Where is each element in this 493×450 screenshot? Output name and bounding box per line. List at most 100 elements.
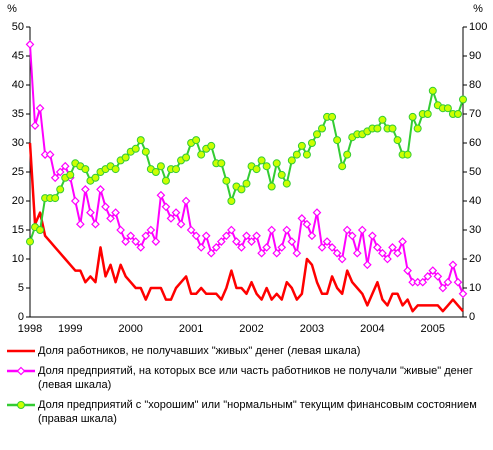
data-point <box>388 243 397 252</box>
data-point <box>66 170 75 179</box>
legend-entry: Доля работников, не получавших "живых" д… <box>4 344 488 358</box>
data-point <box>317 243 327 252</box>
data-point <box>161 202 171 212</box>
data-point <box>76 219 85 229</box>
y-tick-label: 30 <box>12 137 24 149</box>
data-point <box>408 112 417 121</box>
data-point <box>287 156 296 165</box>
legend-swatch <box>7 366 35 376</box>
data-point <box>136 243 146 252</box>
data-point <box>428 86 437 95</box>
data-point <box>191 231 201 241</box>
data-point <box>91 219 100 229</box>
data-point <box>262 162 271 171</box>
data-point <box>51 194 60 203</box>
data-point <box>292 150 301 159</box>
data-point <box>413 124 422 133</box>
data-point <box>272 159 281 168</box>
legend-label: Доля предприятий, на которых все или час… <box>38 365 473 391</box>
y-tick-label: 15 <box>12 224 24 236</box>
data-point <box>206 248 216 258</box>
data-point <box>362 260 372 270</box>
data-point <box>252 165 261 174</box>
y2-tick-label: 30 <box>469 224 481 236</box>
series-line <box>28 142 464 313</box>
data-point <box>101 202 110 212</box>
plot: % % 0 5 10 15 20 25 30 35 40 45 50 0 10 20 30 40 50 60 70 8… <box>7 3 487 335</box>
data-point <box>166 214 176 223</box>
data-point <box>287 237 297 246</box>
data-point <box>151 168 160 176</box>
legend-marker <box>16 366 26 376</box>
data-point <box>403 150 412 159</box>
x-tick-label: 1998 <box>18 323 42 335</box>
y-tick-label: 0 <box>18 311 24 323</box>
data-point <box>136 136 145 145</box>
data-point <box>337 254 347 264</box>
data-point <box>156 190 166 200</box>
legend-entry: Доля предприятий с "хорошим" или "нормал… <box>4 398 488 426</box>
data-point <box>222 176 231 185</box>
data-point <box>333 136 342 145</box>
data-point <box>197 150 206 159</box>
series-line <box>29 89 464 242</box>
data-point <box>151 237 161 246</box>
data-point <box>227 197 236 205</box>
data-point <box>207 141 216 150</box>
x-tick-label: 1999 <box>58 323 82 335</box>
data-point <box>176 219 186 229</box>
y2-tick-label: 40 <box>469 195 481 207</box>
data-point <box>347 231 357 241</box>
data-point <box>126 231 136 241</box>
data-point <box>211 243 221 252</box>
data-point <box>428 266 438 275</box>
data-point <box>423 110 432 118</box>
y-axis-label: % <box>7 3 17 15</box>
data-point <box>81 165 90 174</box>
data-point <box>458 289 468 299</box>
legend-label: Доля предприятий с "хорошим" или "нормал… <box>38 399 477 425</box>
data-point <box>277 170 286 179</box>
data-point <box>257 156 266 165</box>
legend-entry: Доля предприятий, на которых все или час… <box>4 364 488 392</box>
data-point <box>111 208 120 217</box>
data-point <box>91 173 100 182</box>
data-point <box>312 130 321 139</box>
data-point <box>297 141 306 150</box>
data-point <box>403 266 412 275</box>
data-point <box>121 153 130 162</box>
data-point <box>227 225 236 235</box>
y-tick-label: 35 <box>12 108 24 120</box>
data-point <box>25 40 35 49</box>
data-point <box>393 248 402 258</box>
y2-tick-label: 70 <box>469 108 481 120</box>
data-point <box>232 237 241 246</box>
y-tick-label: 5 <box>18 282 24 294</box>
data-point <box>60 161 70 171</box>
data-point <box>267 225 277 235</box>
data-point <box>302 219 312 229</box>
data-point <box>131 237 141 246</box>
data-point <box>182 153 191 162</box>
data-point <box>196 243 206 252</box>
legend-swatch <box>7 401 35 409</box>
data-point <box>45 150 55 159</box>
y2-tick-label: 100 <box>469 21 487 33</box>
data-point <box>282 179 291 188</box>
data-point <box>433 272 443 281</box>
y-tick-label: 20 <box>12 195 24 207</box>
data-point <box>222 231 231 241</box>
data-point <box>121 237 131 246</box>
data-point <box>267 182 276 191</box>
data-point <box>242 231 251 241</box>
y2-tick-label: 90 <box>469 50 481 62</box>
data-point <box>443 277 453 287</box>
y2-tick-label: 80 <box>469 79 481 91</box>
data-point <box>459 95 467 104</box>
y-tick-label: 45 <box>12 50 24 62</box>
data-point <box>111 165 120 174</box>
data-point <box>368 231 377 241</box>
data-point <box>393 136 402 145</box>
x-tick-label: 2001 <box>179 323 203 335</box>
data-point <box>307 139 316 147</box>
